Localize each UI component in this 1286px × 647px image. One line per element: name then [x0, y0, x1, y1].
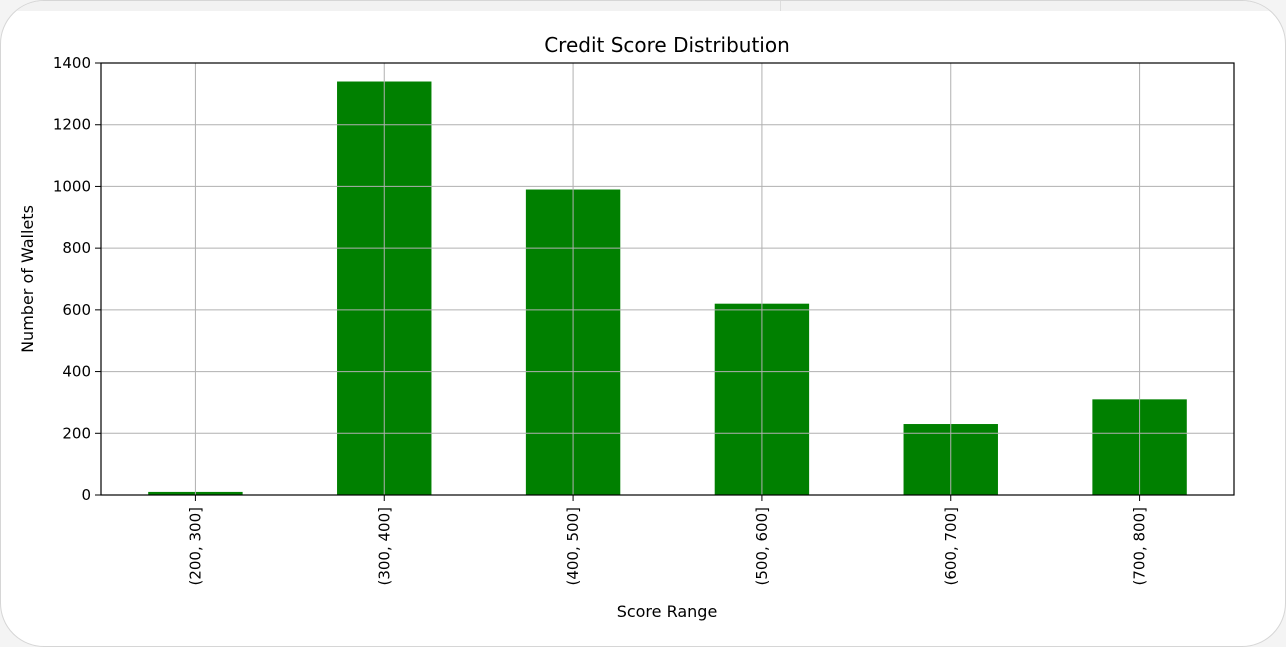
y-tick-label: 1000 — [53, 177, 91, 195]
y-tick-label: 0 — [81, 486, 91, 504]
y-tick-label: 1400 — [53, 54, 91, 72]
y-tick-label: 1200 — [53, 116, 91, 134]
chart-title: Credit Score Distribution — [544, 33, 790, 57]
y-tick-label: 200 — [62, 424, 91, 442]
top-strip — [1, 1, 1285, 11]
y-tick-label: 600 — [62, 301, 91, 319]
x-tick-label: (200, 300] — [186, 507, 204, 586]
y-axis-label: Number of Wallets — [18, 205, 37, 353]
x-tick-label: (500, 600] — [753, 507, 771, 586]
x-axis-label: Score Range — [617, 602, 718, 621]
y-tick-label: 800 — [62, 239, 91, 257]
top-divider — [780, 1, 781, 11]
x-tick-label: (400, 500] — [564, 507, 582, 586]
plot-area-border — [100, 62, 1235, 496]
x-tick-label: (300, 400] — [375, 507, 393, 586]
y-tick-label: 400 — [62, 363, 91, 381]
x-tick-label: (600, 700] — [942, 507, 960, 586]
grid-lines — [101, 62, 1234, 496]
tick-labels: 0 200 400 600 800 1000 1200 1400 (200, 300] (300,… — [53, 54, 1149, 586]
x-tick-label: (700, 800] — [1131, 507, 1149, 586]
